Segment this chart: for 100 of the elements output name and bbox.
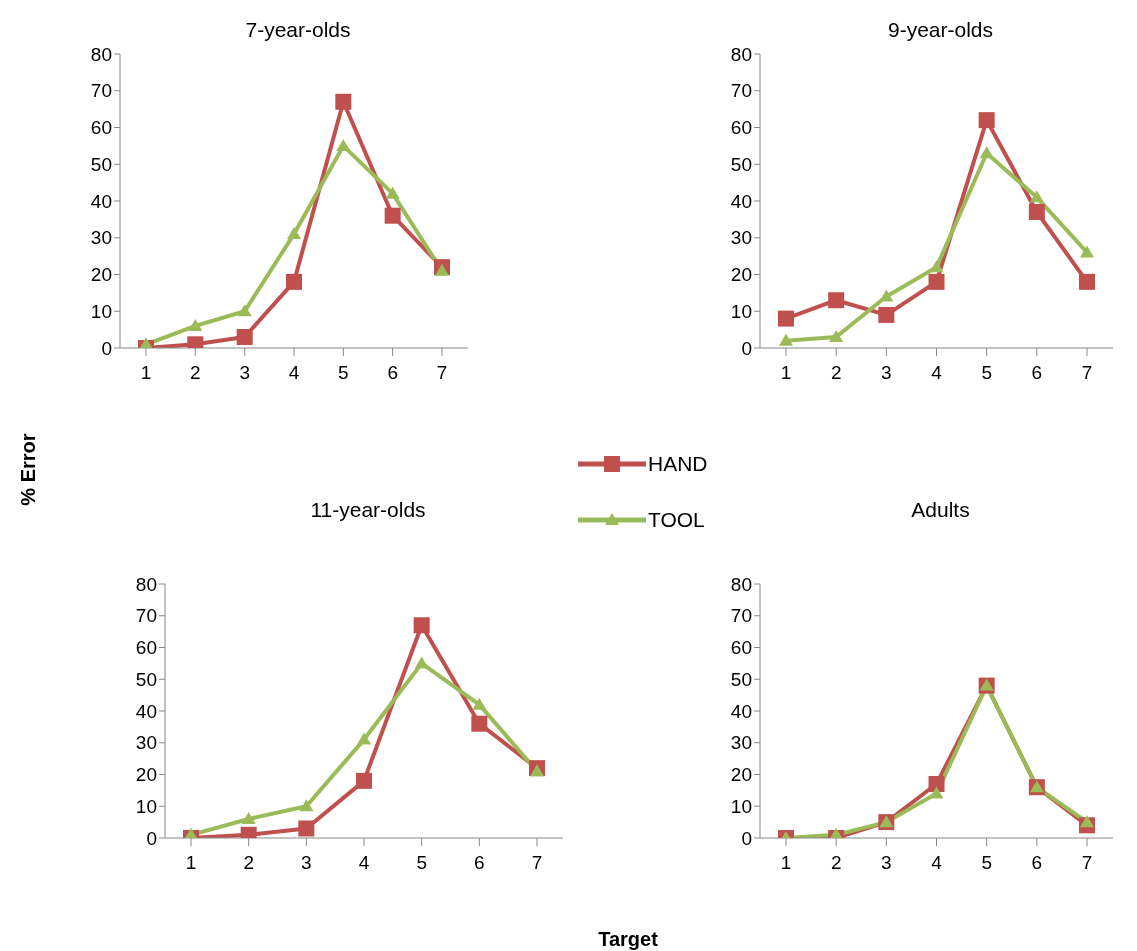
point [472,697,487,710]
point [779,333,793,346]
x-tick-label: 6 [387,362,398,384]
x-tick-label: 7 [436,362,448,384]
point [1080,245,1094,258]
chart-title: Adults [910,498,971,522]
chart-title: 11-year-olds [309,498,427,522]
x-tick-label: 4 [358,852,370,874]
point [928,776,945,793]
legend-label: TOOL [648,508,705,532]
y-tick-label: 80 [730,573,752,595]
y-tick-label: 20 [730,764,752,786]
point [1029,190,1044,203]
point [384,207,401,224]
x-axis-title: Target [597,928,659,951]
y-tick-label: 0 [741,337,752,359]
x-tick-label: 4 [288,362,300,384]
y-tick-label: 50 [730,668,752,690]
x-tick-label: 2 [190,362,201,384]
point [879,289,894,302]
point [929,786,944,799]
y-tick-label: 0 [146,827,157,849]
y-tick-label: 10 [730,300,752,322]
y-tick-label: 70 [730,605,752,627]
point [978,112,995,129]
y-tick-label: 30 [730,732,752,754]
x-tick-label: 2 [830,362,842,384]
x-tick-label: 5 [981,852,992,874]
point [241,811,256,824]
x-tick-label: 6 [1031,852,1043,874]
y-tick-label: 40 [90,190,112,212]
point [1080,815,1094,828]
legend-label: HAND [648,452,708,476]
x-tick-label: 1 [780,362,792,384]
point [335,93,352,110]
point [829,329,844,342]
y-tick-label: 60 [730,637,752,659]
y-axis-title: % Error [16,432,40,508]
y-tick-label: 70 [135,605,157,627]
point [356,772,372,789]
x-tick-label: 1 [780,852,792,874]
y-tick-label: 50 [90,153,112,175]
x-tick-label: 3 [881,852,892,874]
y-tick-label: 50 [135,668,157,690]
x-tick-label: 2 [243,852,254,874]
x-tick-label: 4 [931,362,943,384]
point [336,138,351,151]
point [471,715,488,732]
point [237,304,252,317]
y-tick-label: 60 [135,637,157,659]
y-tick-label: 40 [135,700,157,722]
point [929,260,944,273]
y-tick-label: 80 [90,43,112,65]
x-tick-label: 7 [1081,362,1093,384]
y-tick-label: 10 [90,300,112,322]
x-tick-label: 1 [185,852,197,874]
y-tick-label: 0 [741,827,752,849]
point [979,146,994,159]
point [357,732,371,745]
y-tick-label: 10 [730,795,752,817]
point [928,273,945,290]
x-tick-label: 7 [1081,852,1093,874]
y-tick-label: 60 [730,117,752,139]
y-tick-label: 40 [730,190,752,212]
y-tick-label: 50 [730,153,752,175]
point [878,306,895,323]
point [414,656,429,669]
y-tick-label: 40 [730,700,752,722]
x-tick-label: 4 [931,852,943,874]
y-tick-label: 80 [135,573,157,595]
x-tick-label: 5 [338,362,349,384]
point [778,310,794,327]
y-tick-label: 30 [135,732,157,754]
chart-title: 9-year-olds [886,18,994,42]
y-tick-label: 60 [90,117,112,139]
x-tick-label: 5 [416,852,427,874]
chart-title: 7-year-olds [244,18,352,42]
x-tick-label: 1 [140,362,152,384]
y-tick-label: 70 [730,80,752,102]
point [413,617,430,634]
y-tick-label: 10 [135,795,157,817]
x-tick-label: 5 [981,362,992,384]
point [435,263,449,276]
y-tick-label: 20 [90,264,112,286]
x-tick-label: 3 [881,362,892,384]
y-tick-label: 20 [730,264,752,286]
y-tick-label: 20 [135,764,157,786]
point [299,799,314,812]
y-tick-label: 70 [90,80,112,102]
point [298,820,315,837]
x-tick-label: 2 [830,852,842,874]
y-tick-label: 80 [730,43,752,65]
point [1028,204,1045,221]
y-tick-label: 30 [90,227,112,249]
point [188,318,203,331]
point [287,227,301,240]
x-tick-label: 3 [301,852,312,874]
x-tick-label: 6 [474,852,485,874]
y-tick-label: 0 [101,337,112,359]
point [1079,273,1095,290]
